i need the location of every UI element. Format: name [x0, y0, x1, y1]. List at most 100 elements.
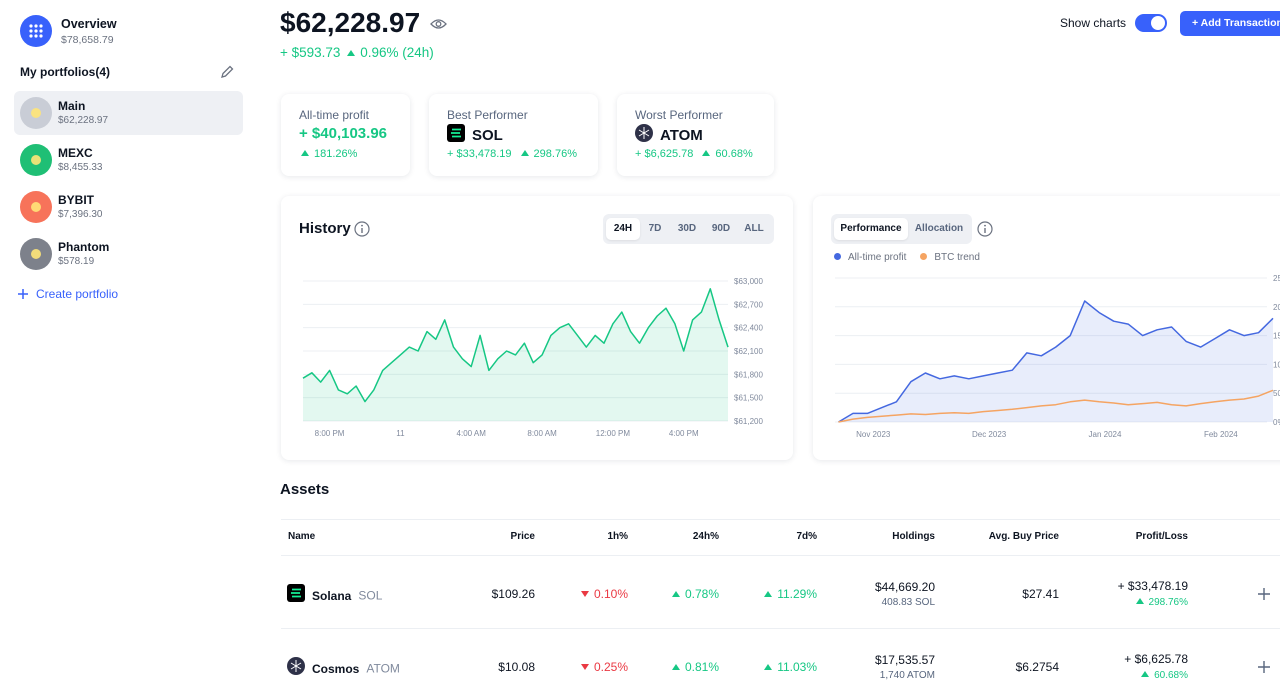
- divider: [281, 628, 1280, 629]
- portfolio-name: Main: [58, 99, 86, 113]
- balance: $62,228.97: [280, 7, 421, 38]
- x-tick-label: Nov 2023: [856, 430, 891, 439]
- trend-arrow: [1135, 598, 1144, 604]
- portfolio-avatar-mark: [31, 108, 41, 118]
- asset-change-text: 0.81%: [684, 660, 719, 674]
- portfolio-item[interactable]: Main $62,228.97: [14, 91, 243, 135]
- plus-icon[interactable]: [17, 288, 29, 300]
- line: [838, 389, 1274, 423]
- coin-icon: [447, 124, 465, 147]
- change: + $593.73: [280, 45, 341, 60]
- asset-holdings: $44,669.20: [874, 580, 935, 594]
- trend-arrow: [671, 664, 680, 670]
- portfolios-title: My portfolios(4): [20, 65, 110, 79]
- asset-symbol: ATOM: [366, 661, 400, 676]
- history-tab[interactable]: 24H: [606, 218, 640, 240]
- legend-dot: [920, 253, 928, 260]
- coin-icon: [287, 584, 305, 607]
- y-tick-label: $62,700: [734, 300, 763, 309]
- stat-card: All-time profit + $40,103.96 181.26%: [281, 94, 410, 176]
- history-tabs: 24H 7D 30D 90D ALL: [603, 214, 774, 244]
- trend-arrow: [301, 150, 309, 156]
- legend-dot: [834, 253, 841, 260]
- info-icon[interactable]: [977, 221, 993, 237]
- asset-name: Solana: [312, 588, 352, 603]
- column-header: Holdings: [892, 531, 935, 542]
- column-header: Profit/Loss: [1135, 531, 1188, 542]
- add-button[interactable]: [1257, 660, 1271, 674]
- y-tick-label: 200%: [1273, 303, 1280, 312]
- toggle[interactable]: [1135, 14, 1167, 32]
- asset-avg: $27.41: [1022, 587, 1059, 601]
- asset-price: $109.26: [491, 587, 535, 601]
- portfolio-name: MEXC: [58, 146, 93, 160]
- performance-tab[interactable]: Allocation: [914, 223, 964, 234]
- overview-icon: [20, 15, 52, 47]
- stat-label: Best Performer: [447, 108, 528, 122]
- portfolio-item[interactable]: Phantom $578.19: [14, 232, 243, 276]
- asset-amount: 408.83 SOL: [881, 597, 935, 608]
- y-tick-label: $62,400: [734, 324, 763, 333]
- show-charts-label: Show charts: [1060, 16, 1127, 30]
- asset-change-text: 11.29%: [777, 587, 817, 601]
- portfolio-item[interactable]: MEXC $8,455.33: [14, 138, 243, 182]
- performance-tab[interactable]: Performance: [834, 218, 908, 240]
- portfolio-value: $7,396.30: [58, 209, 103, 220]
- stat-card: Best Performer SOL + $33,478.19 298.76%: [429, 94, 598, 176]
- x-tick-label: Jan 2024: [1089, 430, 1122, 439]
- column-header: 1h%: [607, 531, 628, 542]
- trend-arrow: [671, 591, 680, 597]
- asset-avg: $6.2754: [1015, 660, 1059, 674]
- y-tick-label: 0%: [1273, 418, 1280, 427]
- create-portfolio[interactable]: Create portfolio: [36, 287, 119, 301]
- performance-tabs: Performance Allocation: [831, 214, 972, 244]
- asset-name-cell[interactable]: Cosmos ATOM: [287, 657, 400, 680]
- stat-coin: ATOM: [635, 124, 703, 147]
- stat-value: + $6,625.78: [635, 148, 694, 160]
- divider: [281, 519, 1280, 520]
- trend-arrow: [764, 591, 773, 597]
- line: [302, 288, 729, 403]
- asset-pnl-pct-text: 60.68%: [1154, 670, 1188, 681]
- trend-arrow: [580, 591, 589, 597]
- portfolio-item[interactable]: BYBIT $7,396.30: [14, 185, 243, 229]
- overview-title[interactable]: Overview: [61, 17, 117, 31]
- edit-icon[interactable]: [219, 64, 235, 80]
- add-button[interactable]: [1257, 587, 1271, 601]
- column-header: 24h%: [692, 531, 719, 542]
- stat-coin: SOL: [447, 124, 503, 147]
- trend-arrow: [347, 50, 356, 56]
- column-header: Price: [510, 531, 535, 542]
- asset-pnl: + $33,478.19: [1117, 579, 1188, 593]
- history-title: History: [299, 220, 351, 237]
- asset-pnl-pct-text: 298.76%: [1148, 597, 1188, 608]
- history-tab[interactable]: 7D: [648, 223, 662, 234]
- asset-change-text: 11.03%: [777, 660, 817, 674]
- eye-icon[interactable]: [430, 17, 447, 31]
- x-tick-label: 8:00 AM: [527, 429, 557, 438]
- y-tick-label: $61,800: [734, 370, 763, 379]
- history-tab[interactable]: ALL: [744, 223, 764, 234]
- add-transaction-button[interactable]: + Add Transaction: [1180, 11, 1280, 36]
- column-header: Avg. Buy Price: [988, 531, 1059, 542]
- stat-symbol: ATOM: [660, 127, 703, 144]
- stat-label: Worst Performer: [635, 108, 723, 122]
- trend-arrow: [1141, 671, 1150, 677]
- asset-change: 0.81%: [671, 660, 719, 674]
- x-tick-label: 4:00 PM: [669, 429, 699, 438]
- stat-value: + $40,103.96: [299, 125, 388, 142]
- x-tick-label: 11: [396, 429, 405, 438]
- change-line: + $593.73 0.96% (24h): [280, 45, 434, 60]
- y-tick-label: $62,100: [734, 347, 763, 356]
- info-icon[interactable]: [354, 221, 370, 237]
- asset-price: $10.08: [498, 660, 535, 674]
- asset-amount: 1,740 ATOM: [879, 670, 935, 681]
- asset-name-cell[interactable]: Solana SOL: [287, 584, 382, 607]
- x-tick-label: Dec 2023: [972, 430, 1007, 439]
- history-tab[interactable]: 90D: [711, 223, 731, 234]
- history-tab[interactable]: 30D: [677, 223, 697, 234]
- legend-item: All-time profit: [834, 252, 906, 263]
- y-tick-label: 150%: [1273, 332, 1280, 341]
- trend-arrow: [764, 664, 773, 670]
- portfolio-value: $62,228.97: [58, 115, 109, 126]
